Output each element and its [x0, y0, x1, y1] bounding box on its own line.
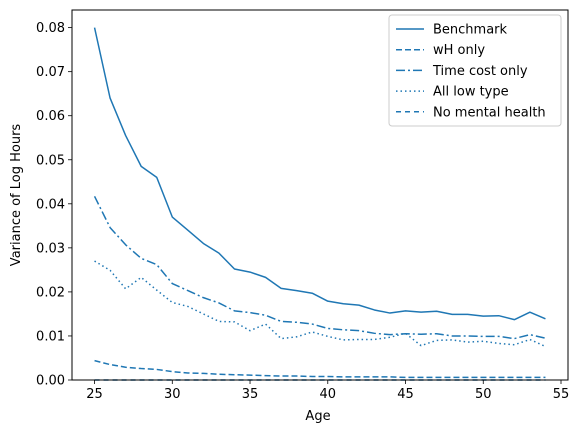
x-tick-label: 45 — [397, 387, 414, 402]
y-tick-label: 0.03 — [36, 241, 65, 256]
x-axis: 25 30 35 40 45 50 55 — [86, 380, 569, 402]
legend-label: All low type — [433, 85, 509, 100]
series-line-3 — [93, 195, 546, 340]
legend-label: Benchmark — [433, 23, 508, 38]
legend-label: wH only — [433, 43, 485, 58]
y-tick-label: 0.08 — [36, 21, 65, 36]
y-tick-label: 0.07 — [36, 65, 65, 80]
x-axis-label: Age — [305, 409, 330, 424]
y-tick-label: 0.02 — [36, 285, 65, 300]
y-tick-label: 0.01 — [36, 329, 65, 344]
y-tick-label: 0.04 — [36, 197, 65, 212]
legend-label: Time cost only — [432, 64, 528, 79]
y-tick-label: 0.06 — [36, 109, 65, 124]
y-axis-label: Variance of Log Hours — [9, 124, 24, 267]
legend-frame — [388, 14, 562, 127]
legend: Benchmark wH only Time cost only All low ty… — [388, 14, 562, 127]
x-tick-label: 25 — [86, 387, 103, 402]
x-tick-label: 30 — [164, 387, 181, 402]
x-tick-label: 50 — [475, 387, 492, 402]
x-tick-label: 35 — [242, 387, 259, 402]
y-axis: 0.00 0.01 0.02 0.03 0.04 0.05 0.06 0.07 0.08 — [36, 21, 72, 389]
legend-label: No mental health — [433, 105, 546, 120]
series-line-1 — [93, 27, 546, 321]
plot-frame — [71, 9, 569, 381]
series-line-2 — [94, 359, 546, 379]
x-tick-label: 55 — [553, 387, 570, 402]
y-tick-label: 0.00 — [36, 374, 65, 389]
y-tick-label: 0.05 — [36, 153, 65, 168]
x-tick-label: 40 — [320, 387, 337, 402]
